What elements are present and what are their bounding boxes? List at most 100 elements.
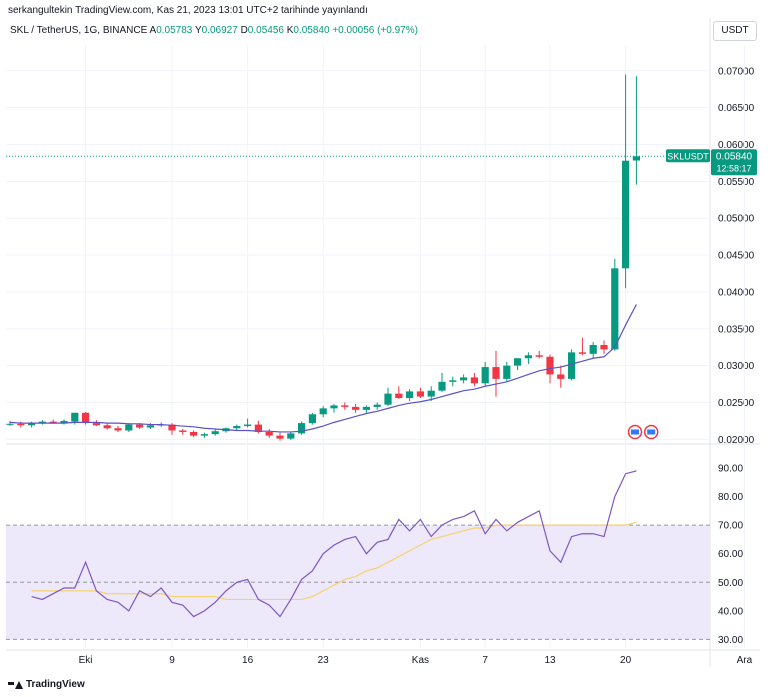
- price-tick-label-5: 0.04500: [718, 251, 755, 262]
- candle-body: [114, 428, 122, 431]
- candle-body: [524, 355, 532, 359]
- rsi-tick-label-3: 60.00: [718, 549, 743, 560]
- price-tick-label-2: 0.06000: [718, 140, 755, 151]
- price-badge-price: 0.05840: [716, 151, 753, 162]
- rsi-ma-line: [31, 521, 637, 601]
- candle-body: [103, 425, 111, 429]
- candle-body: [319, 408, 327, 415]
- candle-body: [49, 421, 57, 424]
- candle-body: [427, 390, 435, 397]
- price-tick-label-10: 0.02000: [718, 435, 755, 446]
- rsi-tick-label-0: 90.00: [718, 464, 743, 475]
- candle-body: [514, 358, 522, 366]
- tradingview-logo-icon: [8, 680, 23, 690]
- price-tick-label-8: 0.03000: [718, 361, 755, 372]
- event-flag-icon-fill: [631, 429, 639, 435]
- candle-body: [125, 424, 133, 431]
- candle-body: [298, 423, 306, 434]
- rsi-line: [31, 470, 637, 618]
- candle-body: [449, 380, 457, 382]
- time-tick-label-0: Eki: [79, 655, 93, 666]
- candle-body: [200, 434, 208, 436]
- price-badge-bg: [711, 149, 757, 176]
- legend-low-label: D: [240, 25, 248, 36]
- candle-body: [146, 425, 154, 428]
- candle-body: [330, 405, 338, 409]
- candle-body: [578, 352, 586, 354]
- time-tick-label-5: 7: [482, 655, 488, 666]
- legend-open: 0.05783: [156, 25, 193, 36]
- price-badge-symbol: SKLUSDT: [667, 151, 709, 161]
- price-tick-label-6: 0.04000: [718, 287, 755, 298]
- candle-body: [470, 377, 478, 384]
- candle-body: [211, 431, 219, 435]
- candle-body: [179, 430, 187, 432]
- time-tick-label-4: Kas: [412, 655, 429, 666]
- price-badge-countdown: 12:58:17: [716, 163, 751, 173]
- candle-body: [82, 412, 90, 424]
- price-badge-symbol-bg: [666, 149, 710, 163]
- candle-body: [406, 391, 414, 399]
- price-tick-label-4: 0.05000: [718, 214, 755, 225]
- publish-caption: serkangultekin TradingView.com, Kas 21, …: [8, 5, 368, 16]
- rsi-tick-label-6: 30.00: [718, 635, 743, 646]
- time-tick-label-2: 16: [242, 655, 254, 666]
- currency-button[interactable]: USDT: [713, 21, 757, 41]
- legend-close: 0.05840: [293, 25, 330, 36]
- legend-low: 0.05456: [247, 25, 284, 36]
- price-tick-label-0: 0.07000: [718, 66, 755, 77]
- candle-body: [233, 426, 241, 429]
- candle-body: [568, 352, 576, 379]
- candle-body: [362, 406, 370, 410]
- candle-body: [503, 365, 511, 379]
- candle-body: [589, 344, 597, 354]
- candle-body: [622, 160, 630, 269]
- candle-body: [600, 344, 608, 350]
- legend-close-label: K: [286, 25, 294, 36]
- candle-body: [384, 393, 392, 405]
- candle-body: [17, 423, 25, 426]
- rsi-tick-label-2: 70.00: [718, 521, 743, 532]
- candle-body: [28, 423, 36, 426]
- time-tick-label-3: 23: [318, 655, 330, 666]
- price-tick-label-3: 0.05500: [718, 177, 755, 188]
- candle-body: [168, 424, 176, 431]
- time-tick-label-7: 20: [620, 655, 632, 666]
- candle-body: [287, 433, 295, 439]
- candle-body: [60, 420, 68, 424]
- candle-body: [92, 423, 100, 426]
- candle-body: [71, 412, 79, 422]
- candle-body: [276, 435, 284, 439]
- symbol-legend: SKL / TetherUS, 1G, BINANCE A0.05783 Y0.…: [10, 25, 418, 36]
- candle-body: [481, 367, 489, 384]
- candle-body: [546, 356, 554, 375]
- candle-body: [557, 374, 565, 379]
- legend-symbol: SKL / TetherUS, 1G, BINANCE: [10, 25, 148, 36]
- candle-body: [6, 423, 14, 425]
- time-tick-label-8: Ara: [737, 655, 753, 666]
- candle-body: [460, 377, 468, 381]
- legend-open-label: A: [149, 25, 157, 36]
- rsi-tick-label-4: 50.00: [718, 578, 743, 589]
- rsi-tick-label-1: 80.00: [718, 492, 743, 503]
- candle-body: [438, 381, 446, 391]
- footer: TradingView: [8, 679, 85, 690]
- candle-body: [265, 431, 273, 436]
- candle-body: [308, 414, 316, 424]
- candle-body: [254, 424, 262, 432]
- candle-body: [136, 424, 144, 428]
- candle-body: [535, 355, 543, 357]
- candle-body: [416, 391, 424, 397]
- candle-body: [190, 431, 198, 436]
- candle-body: [373, 404, 381, 407]
- candle-body: [341, 405, 349, 407]
- candle-body: [352, 406, 360, 410]
- time-tick-label-6: 13: [544, 655, 556, 666]
- price-tick-label-9: 0.02500: [718, 398, 755, 409]
- price-tick-label-1: 0.06500: [718, 103, 755, 114]
- candle-body: [395, 393, 403, 399]
- price-tick-label-7: 0.03500: [718, 324, 755, 335]
- footer-brand: TradingView: [26, 679, 85, 690]
- time-tick-label-1: 9: [169, 655, 175, 666]
